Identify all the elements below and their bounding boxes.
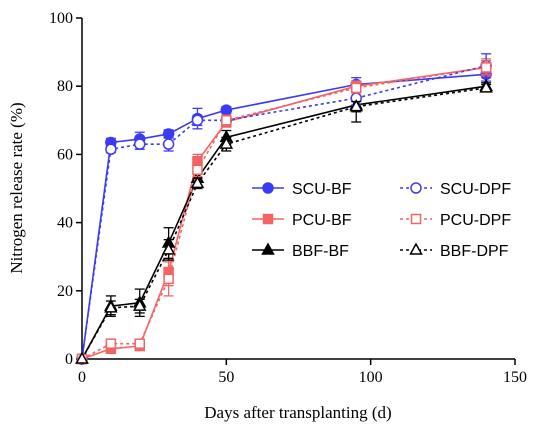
legend-label: SCU-DPF xyxy=(440,181,511,198)
series-pcu-bf xyxy=(76,58,492,365)
legend: SCU-BF PCU-BF BBF-BF SCU-DPF PCU-DPF BBF-DPF xyxy=(252,181,511,260)
series-line xyxy=(81,66,487,360)
data-point xyxy=(220,104,233,116)
series-line xyxy=(81,64,487,360)
y-tick-label: 60 xyxy=(57,146,73,163)
data-point xyxy=(480,62,492,73)
y-tick-label: 80 xyxy=(57,78,73,95)
series-line xyxy=(81,85,487,360)
legend-marker xyxy=(261,242,275,255)
legend-marker xyxy=(262,213,274,225)
y-axis-title: Nitrogen release rate (%) xyxy=(7,102,26,273)
data-point xyxy=(190,175,205,189)
y-tick-label: 100 xyxy=(49,10,73,27)
series-bbf-dpf xyxy=(75,80,493,364)
series-pcu-dpf xyxy=(76,59,492,365)
legend-label: BBF-BF xyxy=(292,243,349,260)
legend-marker xyxy=(409,242,423,255)
legend-marker xyxy=(262,182,274,194)
x-tick-label: 100 xyxy=(359,369,383,386)
data-point xyxy=(221,115,232,126)
y-tick-label: 20 xyxy=(57,283,73,300)
x-tick-label: 150 xyxy=(503,369,527,386)
data-point xyxy=(105,338,117,349)
legend-label: SCU-BF xyxy=(292,181,352,198)
data-point xyxy=(134,338,145,349)
data-point xyxy=(105,143,117,156)
legend-label: PCU-BF xyxy=(292,212,352,229)
data-point xyxy=(191,114,204,127)
data-point xyxy=(479,80,493,93)
legend-item-bbf-dpf: BBF-DPF xyxy=(400,242,509,260)
data-point xyxy=(161,242,176,255)
data-point xyxy=(133,138,146,150)
data-point xyxy=(350,82,362,94)
legend-marker xyxy=(410,182,422,194)
data-point xyxy=(104,300,118,313)
series-scu-bf xyxy=(76,66,492,365)
axes: Nitrogen release rate (%) Days after tra… xyxy=(7,18,515,422)
series xyxy=(75,53,493,365)
x-tick-label: 0 xyxy=(78,369,86,386)
data-point xyxy=(219,136,234,149)
legend-item-pcu-bf: PCU-BF xyxy=(252,212,352,229)
series-scu-dpf xyxy=(76,53,492,365)
x-axis-title: Days after transplanting (d) xyxy=(204,403,391,422)
legend-marker xyxy=(410,213,422,225)
data-point xyxy=(132,298,147,311)
y-tick-label: 40 xyxy=(57,215,73,232)
legend-label: BBF-DPF xyxy=(440,243,509,260)
legend-item-scu-dpf: SCU-DPF xyxy=(400,181,511,198)
data-point xyxy=(349,99,364,112)
data-point xyxy=(163,273,174,285)
data-point xyxy=(192,164,203,175)
data-point xyxy=(75,351,89,364)
legend-label: PCU-DPF xyxy=(440,212,511,229)
ticks: 0 20 40 60 80 100 0 50 100 150 xyxy=(49,10,527,386)
series-bbf-bf xyxy=(75,78,493,364)
data-point xyxy=(162,138,175,150)
legend-item-pcu-dpf: PCU-DPF xyxy=(400,212,511,229)
y-tick-label: 0 xyxy=(65,351,73,368)
series-line xyxy=(81,87,487,360)
series-line xyxy=(81,66,487,360)
legend-item-scu-bf: SCU-BF xyxy=(252,181,352,198)
legend-item-bbf-bf: BBF-BF xyxy=(252,242,349,260)
x-tick-label: 50 xyxy=(218,369,234,386)
